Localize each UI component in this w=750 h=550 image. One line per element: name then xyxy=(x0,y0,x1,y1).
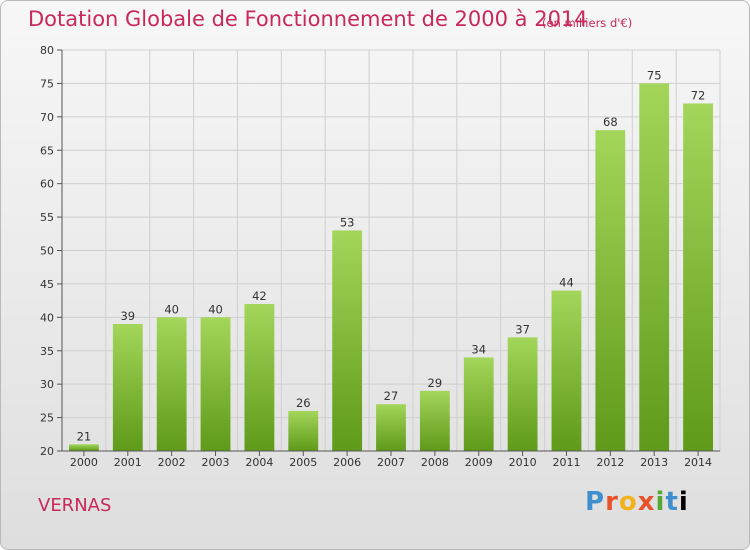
bar xyxy=(639,83,670,452)
y-tick-label: 65 xyxy=(40,144,54,157)
data-label: 26 xyxy=(296,396,311,410)
y-tick-label: 25 xyxy=(40,412,54,425)
bar xyxy=(683,103,713,451)
data-label: 40 xyxy=(208,302,223,316)
y-tick-label: 70 xyxy=(40,111,54,124)
bar xyxy=(200,317,231,451)
bar xyxy=(419,390,450,451)
y-tick-label: 20 xyxy=(40,445,54,458)
data-label: 75 xyxy=(647,68,662,82)
data-label: 72 xyxy=(691,88,706,102)
data-label: 29 xyxy=(428,376,443,390)
data-label: 53 xyxy=(340,215,355,229)
bar xyxy=(551,290,582,451)
x-tick-label: 2014 xyxy=(684,456,712,469)
bar xyxy=(595,130,626,451)
data-label: 34 xyxy=(471,342,486,356)
bar xyxy=(112,324,143,451)
bar xyxy=(244,303,275,451)
data-label: 42 xyxy=(252,289,267,303)
chart-title: Dotation Globale de Fonctionnement de 20… xyxy=(28,7,588,31)
x-tick-label: 2008 xyxy=(421,456,449,469)
x-tick-label: 2010 xyxy=(509,456,537,469)
bar xyxy=(69,444,99,451)
x-tick-label: 2013 xyxy=(640,456,668,469)
x-tick-label: 2006 xyxy=(333,456,361,469)
bar xyxy=(376,404,406,451)
x-tick-label: 2004 xyxy=(245,456,273,469)
data-label: 27 xyxy=(384,389,399,403)
x-tick-label: 2000 xyxy=(70,456,98,469)
bar xyxy=(288,410,319,451)
x-tick-label: 2007 xyxy=(377,456,405,469)
data-label: 21 xyxy=(77,429,92,443)
x-tick-label: 2009 xyxy=(465,456,493,469)
y-tick-label: 30 xyxy=(40,378,54,391)
x-tick-label: 2001 xyxy=(114,456,142,469)
y-tick-label: 40 xyxy=(40,311,54,324)
x-tick-label: 2003 xyxy=(202,456,230,469)
y-tick-label: 45 xyxy=(40,278,54,291)
y-tick-label: 75 xyxy=(40,77,54,90)
y-tick-label: 80 xyxy=(40,44,54,57)
data-label: 40 xyxy=(164,302,179,316)
data-label: 39 xyxy=(120,309,135,323)
commune-name: VERNAS xyxy=(38,495,112,516)
bar xyxy=(507,337,538,451)
bar xyxy=(332,230,363,451)
x-tick-label: 2005 xyxy=(289,456,317,469)
y-tick-label: 60 xyxy=(40,178,54,191)
data-label: 37 xyxy=(515,322,530,336)
bar xyxy=(156,317,187,451)
x-tick-label: 2002 xyxy=(158,456,186,469)
y-tick-label: 50 xyxy=(40,245,54,258)
chart-unit: (en milliers d'€) xyxy=(542,16,633,30)
y-tick-label: 55 xyxy=(40,211,54,224)
proxiti-logo: Proxiti xyxy=(585,487,689,517)
bar xyxy=(463,357,494,451)
x-tick-label: 2012 xyxy=(596,456,624,469)
data-label: 44 xyxy=(559,276,574,290)
data-label: 68 xyxy=(603,115,618,129)
y-tick-label: 35 xyxy=(40,345,54,358)
x-tick-label: 2011 xyxy=(552,456,580,469)
